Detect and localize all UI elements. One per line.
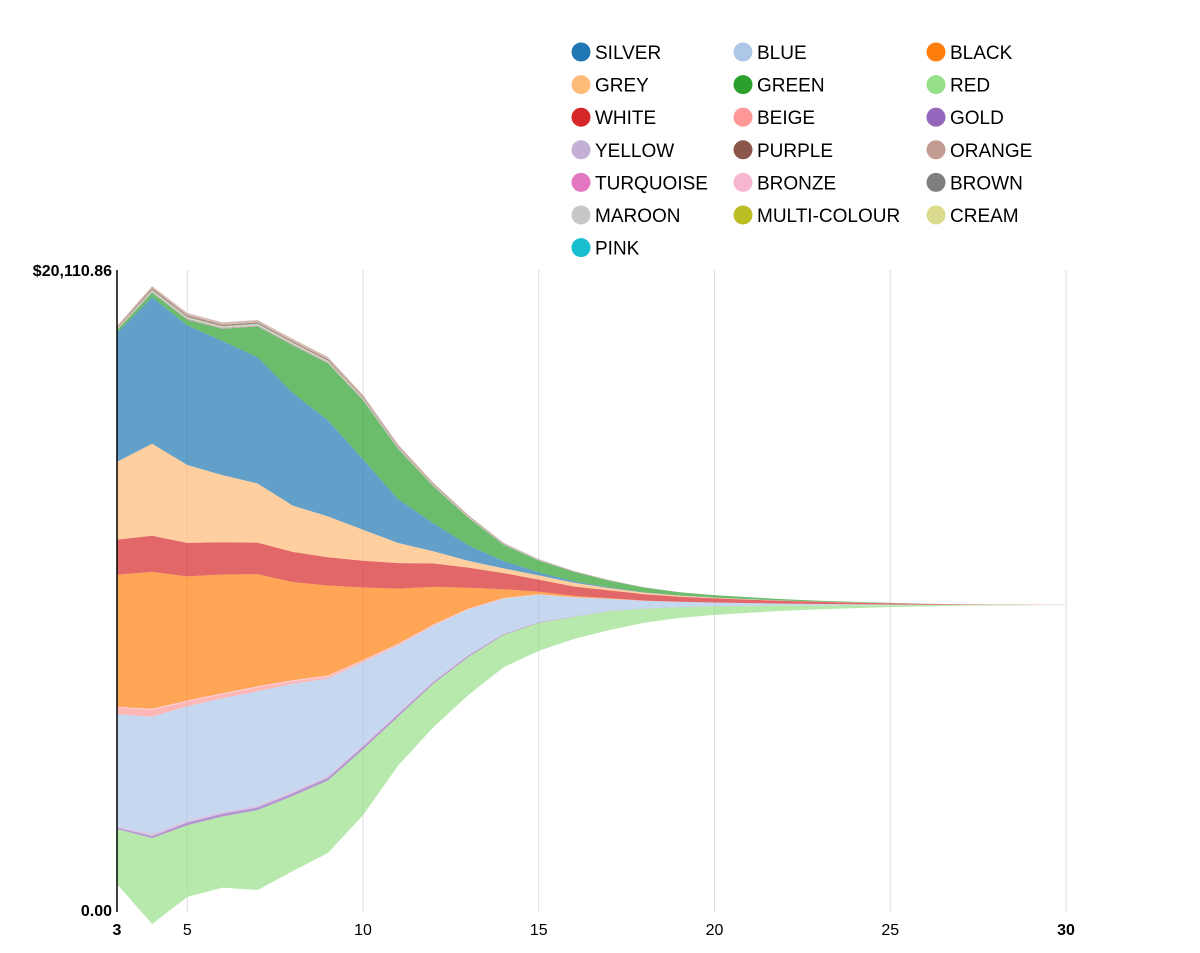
legend-item-white[interactable]: WHITE (571, 107, 657, 130)
legend-item-black[interactable]: BLACK (926, 42, 1013, 65)
legend-item-grey[interactable]: GREY (571, 75, 650, 97)
legend-swatch-orange (926, 140, 946, 160)
x-tick-label-20: 20 (706, 922, 724, 939)
legend-swatch-turquoise (571, 172, 591, 192)
legend-swatch-red (926, 75, 946, 95)
legend-label-cream: CREAM (950, 206, 1019, 227)
legend-swatch-multi-colour (733, 205, 753, 225)
legend-swatch-beige (733, 107, 753, 127)
area-blue[interactable] (117, 594, 1066, 834)
legend-item-multi-colour[interactable]: MULTI-COLOUR (733, 205, 901, 228)
legend-swatch-brown (926, 172, 946, 192)
legend-swatch-blue (733, 42, 753, 62)
legend-swatch-white (571, 107, 591, 127)
legend-swatch-purple (733, 140, 753, 160)
y-tick-min: 0.00 (81, 903, 112, 920)
legend-label-maroon: MAROON (595, 206, 681, 227)
legend-swatch-grey (571, 75, 591, 95)
y-tick-max: $20,110.86 (33, 263, 112, 280)
legend-label-bronze: BRONZE (757, 173, 836, 194)
x-tick-label-15: 15 (530, 922, 548, 939)
legend-label-silver: SILVER (595, 43, 661, 64)
legend-label-gold: GOLD (950, 108, 1004, 129)
legend-label-multi-colour: MULTI-COLOUR (757, 206, 900, 227)
area-silver[interactable] (117, 297, 1066, 605)
legend-item-pink[interactable]: PINK (571, 238, 640, 260)
legend-swatch-pink (571, 238, 591, 258)
legend-swatch-yellow (571, 140, 591, 160)
legend-label-brown: BROWN (950, 173, 1023, 194)
legend-label-yellow: YELLOW (595, 141, 674, 162)
legend-item-purple[interactable]: PURPLE (733, 140, 834, 162)
area-black[interactable] (117, 571, 1066, 709)
legend-item-blue[interactable]: BLUE (733, 42, 807, 65)
stream-areas (117, 286, 1066, 924)
legend-label-pink: PINK (595, 239, 640, 260)
legend-item-orange[interactable]: ORANGE (926, 140, 1033, 162)
x-tick-label-5: 5 (183, 922, 192, 939)
legend-label-grey: GREY (595, 76, 649, 97)
legend-swatch-maroon (571, 205, 591, 225)
legend-label-red: RED (950, 76, 990, 97)
legend-label-black: BLACK (950, 43, 1013, 64)
x-tick-label-25: 25 (881, 922, 899, 939)
legend-label-blue: BLUE (757, 43, 807, 64)
legend-item-silver[interactable]: SILVER (571, 42, 662, 65)
legend-swatch-green (733, 75, 753, 95)
x-tick-label-30: 30 (1057, 922, 1075, 939)
area-grey[interactable] (117, 443, 1066, 605)
legend-label-orange: ORANGE (950, 141, 1032, 162)
legend-label-white: WHITE (595, 108, 656, 129)
legend-item-brown[interactable]: BROWN (926, 172, 1023, 195)
legend-swatch-bronze (733, 172, 753, 192)
legend-item-cream[interactable]: CREAM (926, 205, 1019, 228)
legend-item-beige[interactable]: BEIGE (733, 107, 816, 130)
legend-item-turquoise[interactable]: TURQUOISE (571, 172, 708, 195)
x-tick-label-10: 10 (354, 922, 372, 939)
legend-label-purple: PURPLE (757, 141, 833, 162)
legend-label-turquoise: TURQUOISE (595, 173, 708, 194)
legend-item-bronze[interactable]: BRONZE (733, 172, 837, 195)
legend-swatch-gold (926, 107, 946, 127)
x-tick-label-3: 3 (113, 922, 122, 939)
legend-swatch-black (926, 42, 946, 62)
legend-item-green[interactable]: GREEN (733, 75, 825, 97)
legend-swatch-cream (926, 205, 946, 225)
legend-item-red[interactable]: RED (926, 75, 991, 97)
area-white[interactable] (117, 535, 1066, 605)
y-tick-labels: $20,110.86 0.00 (33, 263, 112, 920)
legend-item-maroon[interactable]: MAROON (571, 205, 681, 228)
x-tick-labels: 3 5 10 15 20 25 30 (113, 922, 1075, 939)
legend[interactable]: SILVER BLUE BLACK GREY GREEN RED WHITE BEIGE GOL… (571, 42, 1033, 260)
legend-swatch-silver (571, 42, 591, 62)
legend-label-green: GREEN (757, 76, 825, 97)
legend-item-gold[interactable]: GOLD (926, 107, 1004, 130)
legend-item-yellow[interactable]: YELLOW (571, 140, 675, 162)
legend-label-beige: BEIGE (757, 108, 815, 129)
